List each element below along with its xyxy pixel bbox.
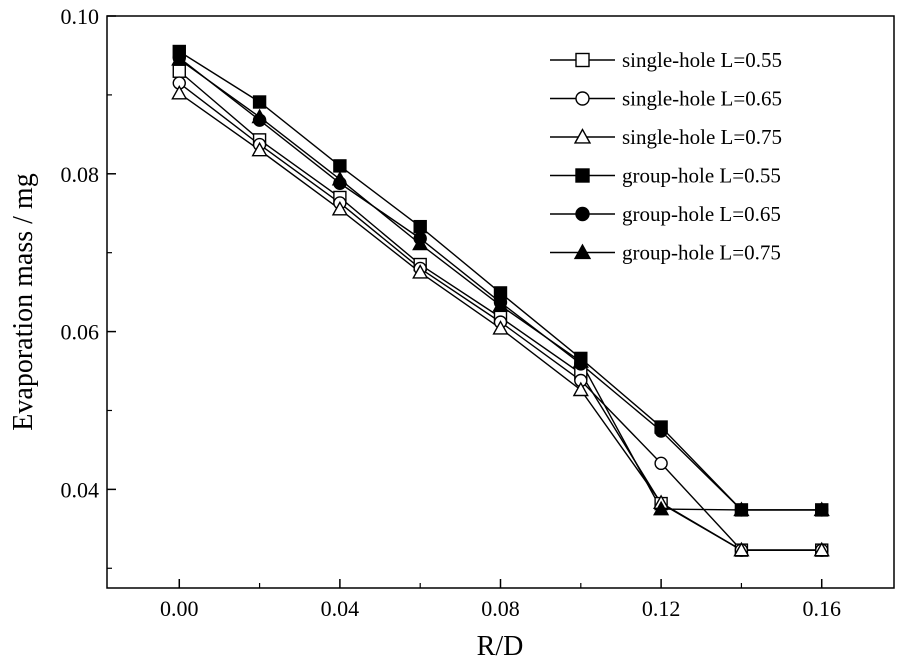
data-point: [331, 170, 348, 186]
data-point: [733, 541, 750, 557]
legend-marker: [573, 243, 592, 260]
legend-marker: [575, 52, 590, 68]
series-line: [178, 50, 822, 511]
data-point: [813, 541, 830, 557]
y-tick-label: 0.04: [61, 477, 100, 502]
data-point: [654, 456, 668, 471]
x-tick-label: 0.00: [160, 596, 199, 621]
data-point: [251, 141, 268, 157]
data-point: [654, 424, 668, 438]
x-tick-label: 0.12: [642, 596, 681, 621]
y-axis-title: Evaporation mass / mg: [8, 173, 39, 430]
data-point: [171, 51, 188, 66]
data-point: [733, 501, 750, 517]
legend-label: group-hole L=0.75: [622, 241, 781, 265]
data-point: [813, 501, 830, 517]
legend-label: group-hole L=0.55: [622, 164, 781, 188]
data-point: [252, 95, 267, 109]
legend-marker: [575, 91, 590, 106]
data-point: [251, 108, 268, 124]
data-point: [331, 200, 348, 216]
legend-marker: [575, 168, 590, 183]
axis-ticks: 0.00 0.04 0.08 0.12 0.16 0.04 0.06 0.08 0.10: [61, 4, 841, 621]
legend-label: single-hole L=0.65: [622, 87, 782, 111]
series-markers: [171, 44, 830, 557]
x-tick-label: 0.16: [802, 596, 841, 621]
legend-label: single-hole L=0.75: [622, 125, 782, 149]
legend-marker: [575, 206, 590, 222]
data-point: [653, 500, 670, 516]
x-tick-label: 0.04: [321, 596, 360, 621]
data-point: [492, 320, 509, 335]
data-point: [413, 219, 427, 234]
y-tick-label: 0.08: [61, 162, 100, 187]
legend: single-hole L=0.55 single-hole L=0.65 sing…: [550, 48, 782, 265]
data-point: [333, 159, 347, 173]
x-axis-title: R/D: [477, 631, 524, 662]
data-point: [492, 297, 509, 312]
legend-label: group-hole L=0.65: [622, 202, 781, 226]
data-point: [412, 235, 429, 251]
data-point: [572, 381, 589, 397]
legend-label: single-hole L=0.55: [622, 48, 782, 72]
y-tick-label: 0.06: [61, 320, 100, 345]
data-point: [172, 64, 186, 78]
data-point: [412, 264, 429, 279]
y-tick-label: 0.10: [61, 4, 100, 29]
data-point: [171, 84, 188, 100]
legend-marker: [573, 128, 592, 144]
data-point: [572, 353, 589, 368]
x-tick-label: 0.08: [481, 596, 520, 621]
